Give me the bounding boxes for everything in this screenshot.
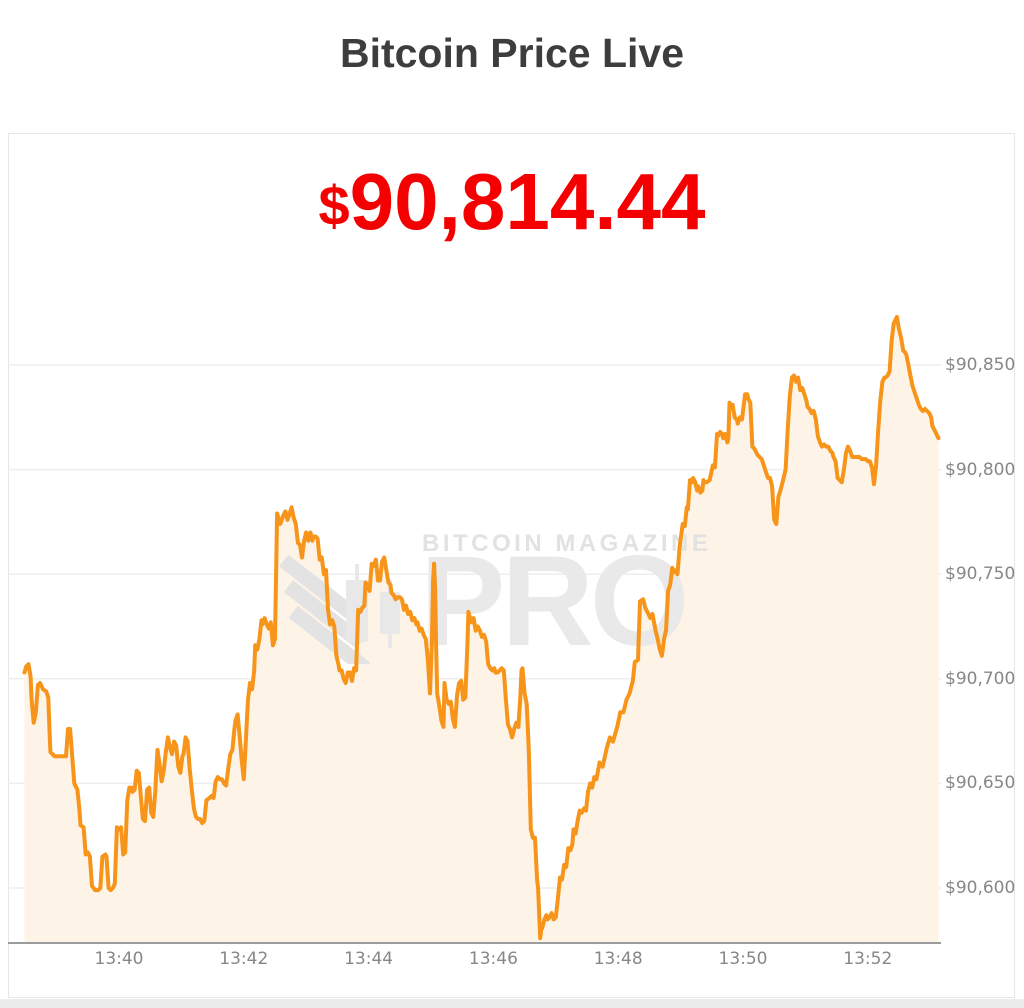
x-axis-label: 13:52 — [843, 949, 893, 969]
y-axis-label: $90,650 — [945, 773, 1016, 794]
page-bottom-strip — [0, 999, 1024, 1008]
y-axis-label: $90,600 — [945, 878, 1016, 898]
y-axis-label: $90,800 — [945, 459, 1016, 480]
y-axis-label: $90,850 — [945, 355, 1016, 375]
area-fill — [24, 316, 939, 943]
x-axis-label: 13:40 — [94, 949, 144, 969]
x-axis-label: 13:46 — [468, 949, 518, 969]
currency-symbol: $ — [318, 174, 350, 237]
live-price: $90,814.44 — [0, 162, 1024, 242]
x-axis-label: 13:42 — [219, 949, 269, 969]
y-axis-label: $90,700 — [945, 668, 1016, 689]
price-line-path — [22, 314, 941, 941]
y-axis-label: $90,750 — [945, 564, 1016, 585]
x-axis-label: 13:44 — [344, 949, 394, 969]
x-axis-label: 13:48 — [593, 949, 643, 969]
price-amount: 90,814.44 — [349, 157, 706, 246]
x-axis-label: 13:50 — [718, 949, 768, 969]
page-title: Bitcoin Price Live — [339, 30, 685, 76]
